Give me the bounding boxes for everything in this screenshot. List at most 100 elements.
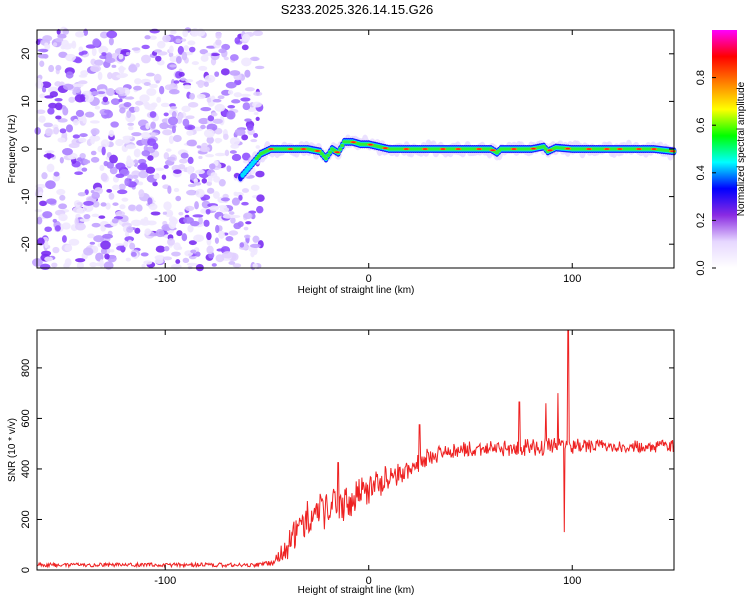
- noise-blob: [156, 96, 162, 103]
- noise-blob: [72, 83, 84, 88]
- noise-blob: [58, 213, 68, 222]
- noise-blob: [178, 211, 184, 216]
- noise-blob: [177, 45, 184, 55]
- noise-blob: [154, 258, 164, 264]
- ridge-inner: [328, 150, 333, 154]
- noise-blob: [78, 46, 84, 53]
- noise-blob: [155, 229, 165, 238]
- noise-blob: [134, 148, 141, 158]
- noise-blob: [90, 64, 102, 73]
- noise-blob: [153, 49, 162, 53]
- noise-blob: [253, 91, 263, 97]
- noise-blob: [150, 211, 161, 216]
- noise-blob: [234, 128, 246, 136]
- noise-blob: [108, 129, 115, 138]
- spectrogram-y-tick-label: -10: [20, 189, 32, 205]
- noise-blob: [54, 102, 63, 111]
- noise-blob: [186, 189, 198, 196]
- noise-blob: [42, 53, 49, 59]
- noise-blob: [36, 216, 43, 225]
- noise-blob: [68, 96, 76, 103]
- spectrogram-y-axis-label: Frequency (Hz): [7, 115, 18, 184]
- noise-blob: [159, 122, 169, 130]
- noise-blob: [62, 28, 69, 35]
- noise-blob: [155, 167, 165, 171]
- noise-blob: [233, 191, 238, 196]
- noise-blob: [149, 35, 157, 40]
- noise-blob: [148, 203, 158, 211]
- noise-blob: [116, 245, 126, 251]
- noise-blob: [173, 169, 182, 174]
- noise-blob: [63, 262, 70, 269]
- noise-blob: [144, 102, 151, 110]
- noise-blob: [68, 238, 80, 246]
- noise-blob: [195, 251, 201, 257]
- noise-blob: [129, 242, 136, 250]
- noise-blob: [149, 111, 157, 118]
- noise-blob: [103, 160, 109, 167]
- noise-blob: [181, 233, 188, 242]
- noise-blob: [99, 31, 109, 39]
- noise-blob: [214, 152, 226, 157]
- spectrogram-y-ticks: -20 -10 0 10 20: [20, 48, 674, 252]
- noise-blob: [182, 29, 189, 38]
- noise-blob: [241, 152, 251, 161]
- snr-x-tick-label: 0: [366, 575, 372, 587]
- noise-blob: [163, 201, 172, 211]
- ridge-hotspot: [335, 151, 340, 153]
- noise-blob: [57, 33, 67, 39]
- noise-blob: [187, 40, 196, 46]
- noise-blob: [78, 74, 88, 78]
- noise-blob: [112, 184, 120, 191]
- noise-blob: [186, 139, 197, 147]
- noise-blob: [45, 180, 56, 190]
- noise-blob: [178, 158, 188, 164]
- noise-blob: [218, 205, 228, 209]
- noise-blob: [115, 87, 126, 95]
- noise-blob: [91, 47, 97, 57]
- noise-blob: [212, 98, 222, 103]
- noise-blob: [126, 110, 132, 119]
- noise-blob: [51, 262, 58, 268]
- noise-blob: [89, 262, 97, 268]
- noise-blob: [79, 218, 90, 222]
- noise-blob: [190, 249, 197, 254]
- ridge-hotspot: [547, 149, 553, 152]
- noise-blob: [256, 205, 264, 214]
- noise-blob: [101, 146, 106, 156]
- noise-blob: [214, 137, 221, 144]
- ridge-inner: [256, 154, 261, 158]
- snr-y-axis-label: SNR (10 * v/v): [7, 418, 18, 482]
- noise-blob: [253, 133, 259, 138]
- colorbar-tick-label: 0.2: [695, 213, 707, 228]
- ridge-hotspot: [531, 147, 536, 150]
- ridge-hotspot: [383, 147, 388, 149]
- ridge-hotspot: [268, 148, 274, 150]
- ridge-hotspot: [490, 149, 495, 152]
- ridge-inner: [319, 152, 324, 156]
- noise-blob: [185, 115, 195, 120]
- noise-blob: [229, 136, 241, 146]
- noise-blob: [138, 170, 149, 179]
- noise-blob: [125, 51, 130, 56]
- ridge-hotspot: [368, 143, 373, 146]
- noise-blob: [150, 132, 156, 137]
- noise-blob: [79, 152, 86, 160]
- noise-blob: [134, 227, 141, 234]
- noise-blob: [55, 115, 62, 120]
- noise-blob: [40, 81, 52, 89]
- noise-blob: [215, 224, 220, 234]
- noise-blob: [222, 251, 234, 259]
- spectrogram-y-tick-label: 20: [20, 48, 32, 60]
- noise-blob: [173, 80, 180, 84]
- noise-blob: [171, 251, 181, 257]
- noise-blob: [234, 37, 241, 44]
- noise-blob: [73, 86, 81, 94]
- noise-blob: [250, 251, 255, 258]
- noise-blob: [192, 214, 204, 218]
- noise-blob: [78, 137, 87, 143]
- noise-blob: [38, 115, 46, 123]
- snr-x-tick-label: 100: [563, 575, 581, 587]
- noise-blob: [138, 181, 144, 186]
